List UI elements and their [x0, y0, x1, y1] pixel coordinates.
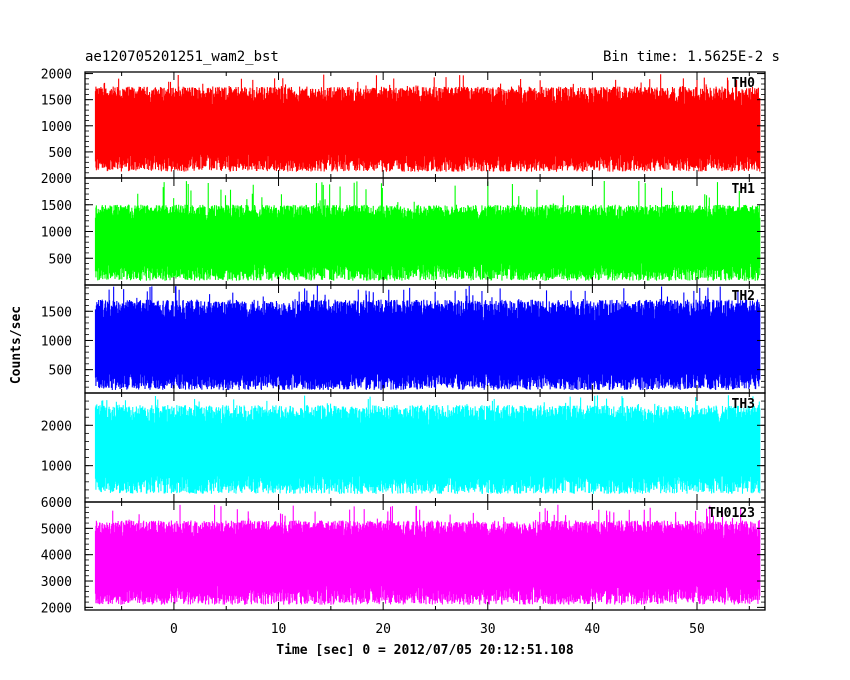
- panel-frame: [84, 501, 766, 611]
- y-tick-label: 4000: [41, 549, 72, 564]
- y-tick-label: 500: [49, 364, 72, 379]
- y-tick-label: 1000: [41, 334, 72, 349]
- y-tick-label: 500: [49, 252, 72, 267]
- x-tick-label: 10: [271, 622, 287, 637]
- x-tick-label: 20: [375, 622, 391, 637]
- chart-title-right: Bin time: 1.5625E-2 s: [603, 49, 780, 65]
- series-core-th2: [95, 329, 760, 375]
- x-axis: 0 10 20 30 40 50: [170, 622, 705, 637]
- y-tick-label: 2000: [41, 419, 72, 434]
- y-tick-label: 500: [49, 146, 72, 161]
- x-tick-label: 30: [480, 622, 496, 637]
- panel-label-th2: TH2: [732, 289, 755, 304]
- x-axis-label: Time [sec] 0 = 2012/07/05 20:12:51.108: [276, 643, 574, 658]
- y-tick-label: 1500: [41, 199, 72, 214]
- panel-th3: 1000 2000 TH3: [41, 392, 766, 503]
- y-tick-label: 1000: [41, 460, 72, 475]
- y-axis-label: Counts/sec: [9, 306, 24, 384]
- panels-group: 500 1000 1500 2000 TH0 500 1000 1500 2000 TH1 500 1…: [41, 68, 766, 616]
- y-tick-label: 5000: [41, 522, 72, 537]
- panel-label-th0: TH0: [732, 76, 756, 91]
- chart-title-left: ae120705201251_wam2_bst: [85, 49, 279, 65]
- y-tick-label: 1000: [41, 120, 72, 135]
- y-tick-label: 2000: [41, 68, 72, 83]
- panel-label-th0123: TH0123: [708, 506, 755, 521]
- y-tick-label: 1000: [41, 226, 72, 241]
- y-tick-label: 1500: [41, 94, 72, 109]
- series-core-th3: [95, 431, 760, 477]
- panel-th0123: 2000 3000 4000 5000 6000 TH0123: [41, 496, 766, 616]
- x-tick-label: 50: [689, 622, 705, 637]
- x-tick-label: 0: [170, 622, 178, 637]
- panel-th2: 500 1000 1500 TH2: [41, 284, 766, 394]
- panel-th0: 500 1000 1500 2000 TH0: [41, 68, 766, 179]
- y-tick-label: 6000: [41, 496, 72, 511]
- panel-th1: 500 1000 1500 2000 TH1: [41, 172, 766, 286]
- series-core-th0123: [95, 544, 760, 587]
- panel-label-th3: TH3: [732, 397, 755, 412]
- x-tick-label: 40: [585, 622, 601, 637]
- series-core-th1: [95, 225, 760, 264]
- y-tick-label: 2000: [41, 601, 72, 616]
- y-tick-label: 2000: [41, 172, 72, 187]
- series-core-th0: [95, 112, 760, 155]
- y-tick-label: 3000: [41, 575, 72, 590]
- panel-label-th1: TH1: [732, 182, 756, 197]
- y-tick-label: 1500: [41, 305, 72, 320]
